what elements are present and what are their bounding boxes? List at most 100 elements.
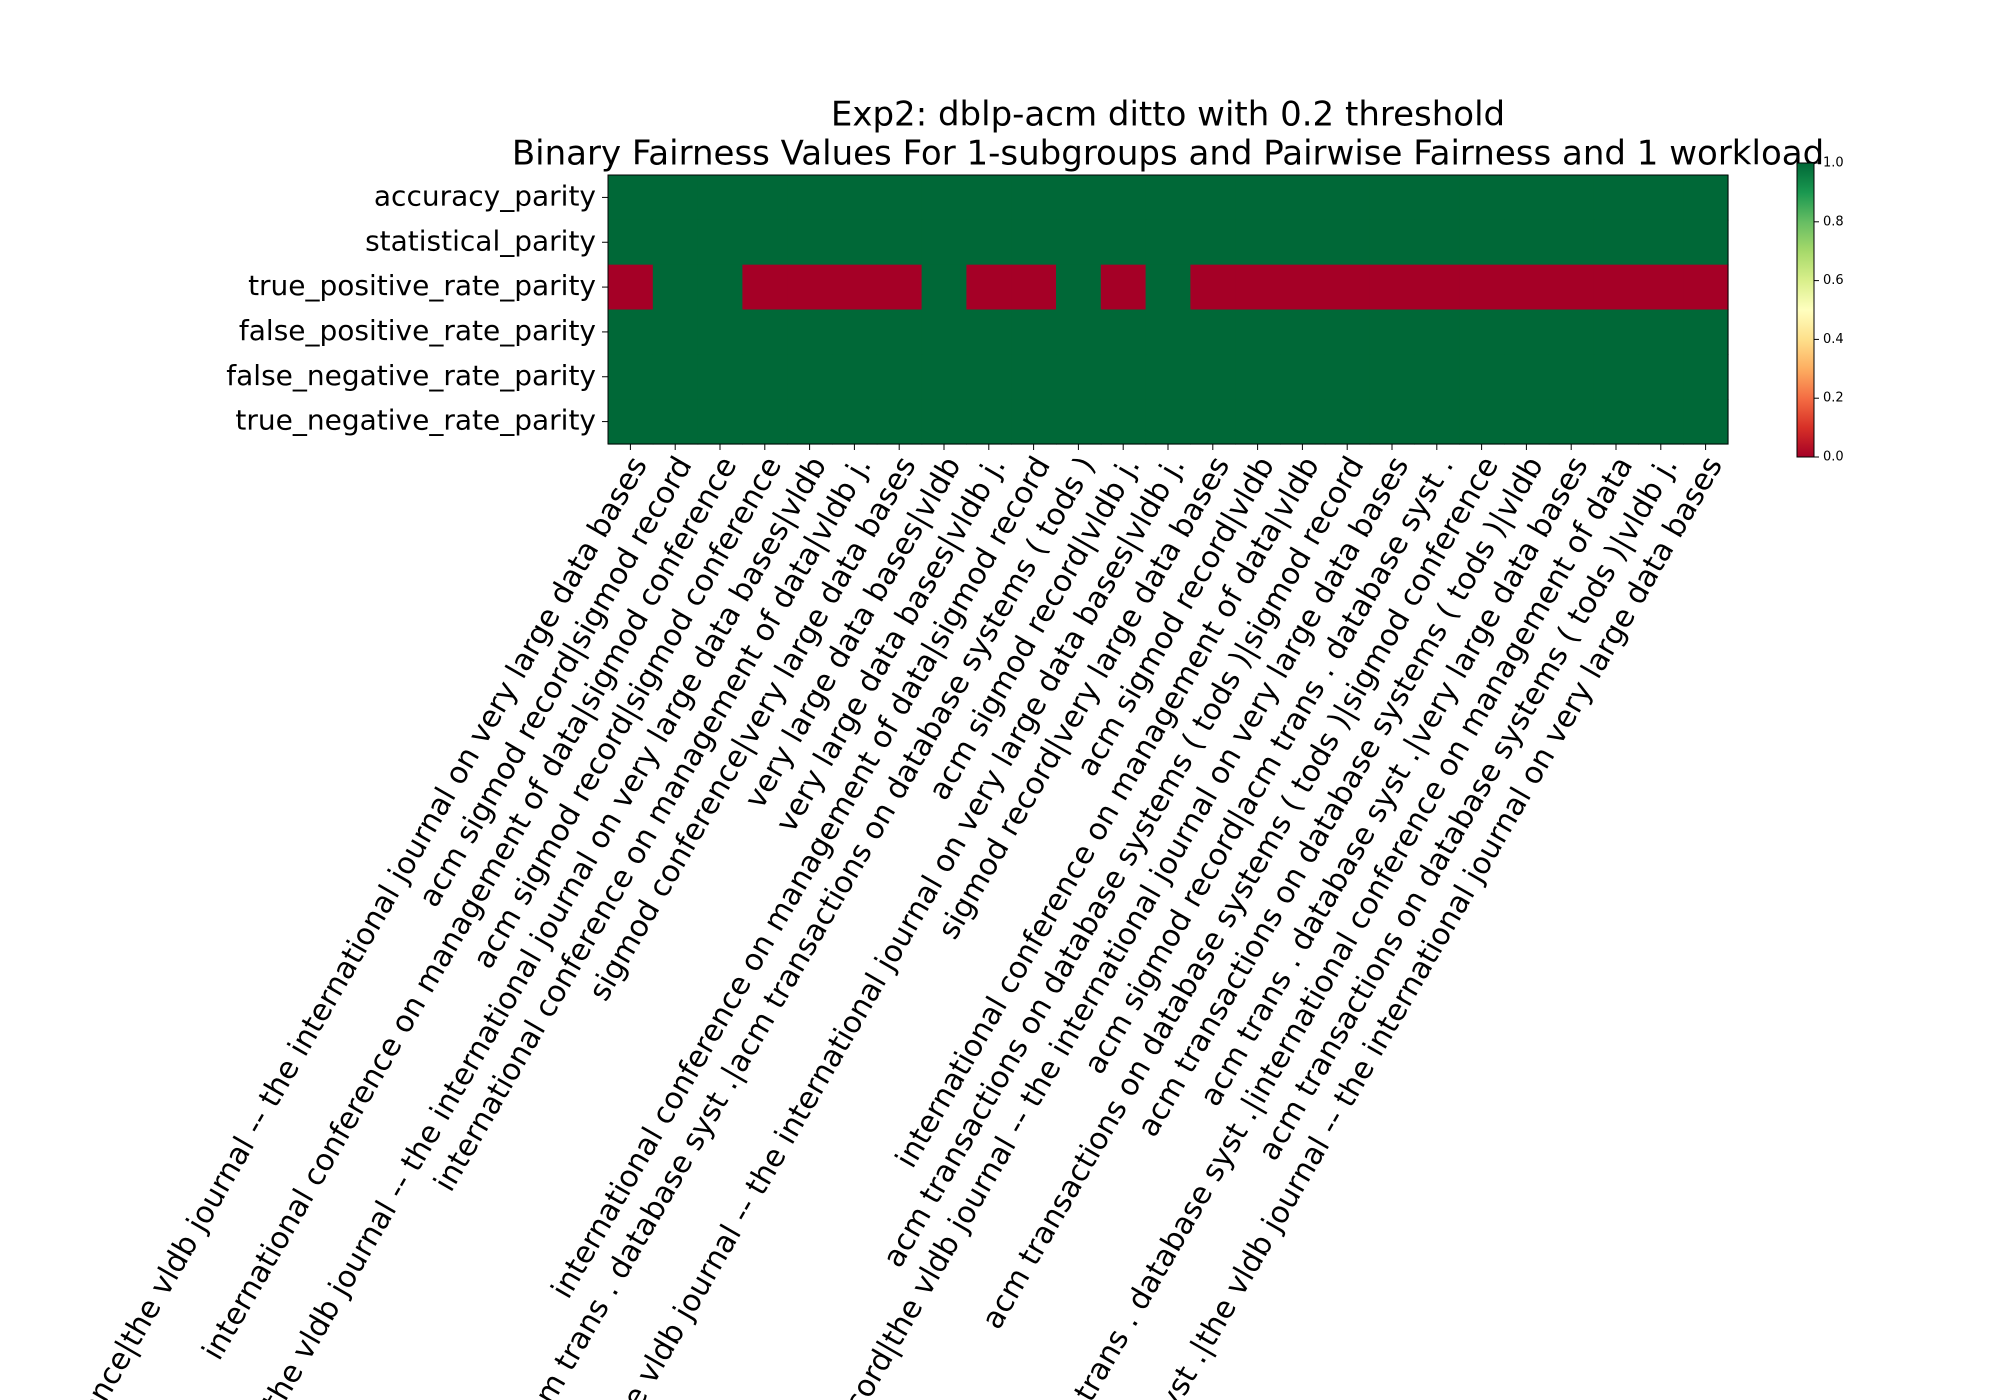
heatmap-cell: [1414, 219, 1460, 266]
heatmap-cell: [1593, 264, 1639, 311]
heatmap-cell: [1145, 399, 1191, 445]
heatmap-cell: [1638, 219, 1684, 266]
heatmap-cell: [1369, 219, 1415, 266]
colorbar: [1796, 162, 1815, 458]
heatmap-cell: [1056, 264, 1102, 311]
heatmap-cell: [1683, 399, 1729, 445]
heatmap-cell: [1235, 354, 1281, 400]
heatmap-cell: [1593, 309, 1639, 355]
heatmap-cell: [1548, 175, 1595, 221]
heatmap-cell: [1190, 175, 1236, 221]
heatmap-cell: [608, 354, 654, 400]
heatmap-cell: [742, 399, 788, 445]
heatmap-cell: [1414, 309, 1460, 355]
heatmap-cell: [787, 219, 833, 266]
heatmap-cell: [1414, 354, 1460, 400]
heatmap-cell: [1548, 354, 1595, 400]
heatmap-cell: [1280, 399, 1326, 445]
heatmap-cell: [1548, 309, 1595, 355]
heatmap-cell: [1324, 399, 1371, 445]
heatmap-cell: [966, 175, 1012, 221]
colorbar-tick-label: 0.6: [1823, 273, 1844, 288]
heatmap-cell: [921, 264, 967, 311]
heatmap-cell: [1504, 219, 1550, 266]
heatmap-cell: [832, 175, 878, 221]
heatmap-cell: [1459, 354, 1505, 400]
heatmap-cell: [652, 354, 699, 400]
heatmap-cell: [1280, 309, 1326, 355]
heatmap-cell: [832, 219, 878, 266]
colorbar-tick-label: 0.8: [1823, 214, 1844, 229]
heatmap-cell: [1504, 175, 1550, 221]
heatmap-cell: [742, 309, 788, 355]
heatmap-cell: [697, 309, 743, 355]
heatmap-cell: [1011, 399, 1057, 445]
heatmap-cell: [832, 309, 878, 355]
heatmap-cell: [608, 399, 654, 445]
heatmap-cell: [1056, 309, 1102, 355]
heatmap-cell: [966, 354, 1012, 400]
heatmap-cell: [1011, 264, 1057, 311]
heatmap-cell: [652, 219, 699, 266]
heatmap-cell: [1593, 354, 1639, 400]
heatmap-cell: [1280, 264, 1326, 311]
heatmap-cell: [1369, 399, 1415, 445]
heatmap-cell: [1011, 354, 1057, 400]
heatmap-cell: [1100, 264, 1147, 311]
heatmap-cell: [1280, 354, 1326, 400]
colorbar-tick-label: 0.0: [1823, 450, 1844, 465]
y-tick-label: statistical_parity: [365, 224, 596, 257]
heatmap-cell: [1324, 219, 1371, 266]
heatmap-cell: [1638, 175, 1684, 221]
heatmap-cell: [1145, 309, 1191, 355]
heatmap-cell: [652, 264, 699, 311]
heatmap-cell: [1638, 354, 1684, 400]
heatmap-cell: [1459, 309, 1505, 355]
heatmap-cell: [1369, 309, 1415, 355]
heatmap-cell: [1504, 309, 1550, 355]
heatmap-cell: [1190, 219, 1236, 266]
heatmap-cell: [697, 219, 743, 266]
y-tick-label: true_positive_rate_parity: [248, 269, 596, 302]
heatmap-cell: [1414, 399, 1460, 445]
heatmap-cell: [966, 219, 1012, 266]
heatmap-cell: [1504, 399, 1550, 445]
heatmap-cell: [1011, 175, 1057, 221]
heatmap-cell: [1056, 219, 1102, 266]
heatmap-cell: [832, 399, 878, 445]
heatmap-cell: [832, 354, 878, 400]
heatmap-cell: [697, 399, 743, 445]
y-tick-label: accuracy_parity: [374, 179, 596, 212]
heatmap-cell: [1324, 264, 1371, 311]
colorbar-tick-label: 1.0: [1823, 156, 1844, 171]
heatmap-cell: [1369, 175, 1415, 221]
heatmap-cell: [1459, 175, 1505, 221]
heatmap-cell: [1683, 219, 1729, 266]
heatmap-cell: [652, 399, 699, 445]
heatmap-cell: [1459, 399, 1505, 445]
heatmap-cell: [1504, 264, 1550, 311]
heatmap-cell: [876, 309, 923, 355]
heatmap-cell: [1459, 264, 1505, 311]
heatmap-cell: [742, 219, 788, 266]
heatmap-cell: [1235, 399, 1281, 445]
heatmap-cell: [1056, 354, 1102, 400]
heatmap-cell: [608, 264, 654, 311]
heatmap-cell: [1100, 309, 1147, 355]
heatmap-cell: [1100, 354, 1147, 400]
heatmap-cell: [608, 309, 654, 355]
heatmap-cell: [787, 354, 833, 400]
heatmap-cell: [608, 175, 654, 221]
heatmap-cell: [1011, 219, 1057, 266]
heatmap-cell: [1235, 264, 1281, 311]
heatmap-cell: [742, 354, 788, 400]
heatmap-cell: [1145, 175, 1191, 221]
heatmap-cell: [742, 175, 788, 221]
heatmap-cell: [832, 264, 878, 311]
heatmap-cell: [1324, 309, 1371, 355]
heatmap-cell: [1100, 399, 1147, 445]
heatmap-cell: [876, 219, 923, 266]
heatmap-cell: [1414, 175, 1460, 221]
heatmap-cell: [1683, 175, 1729, 221]
